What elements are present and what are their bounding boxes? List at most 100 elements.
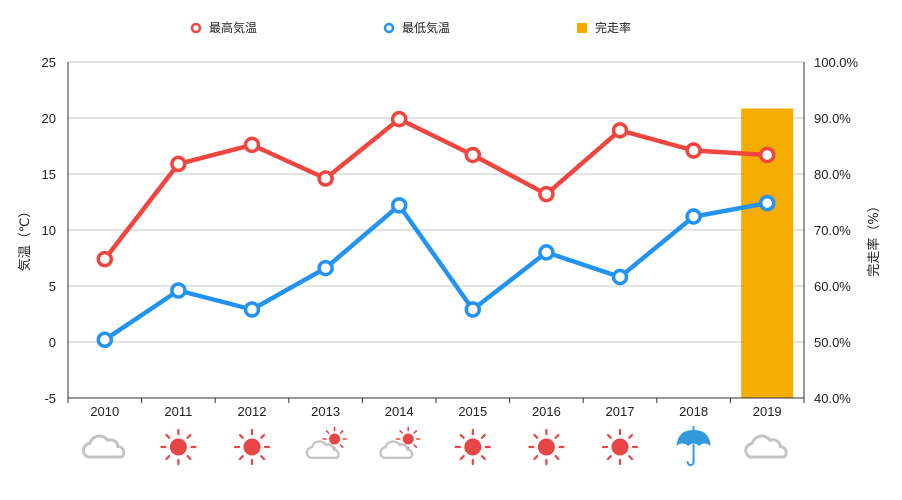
data-points <box>96 110 776 349</box>
sun-ray <box>606 455 612 461</box>
x-tick-label: 2018 <box>679 404 708 419</box>
right-tick-label: 100.0% <box>814 55 859 70</box>
sun-icon <box>528 428 565 466</box>
sun-icon <box>233 428 271 466</box>
sun-icon <box>601 428 639 466</box>
legend: 最高気温 最低気温 完走率 <box>190 20 631 35</box>
line-series <box>103 116 768 342</box>
point-max-2016 <box>538 185 555 203</box>
point-max-2011 <box>170 155 187 173</box>
point-max-2013 <box>317 170 334 187</box>
sun-core <box>611 438 629 456</box>
sun-ray <box>399 430 403 434</box>
cloud-icon <box>744 434 788 459</box>
point-max-2014 <box>390 110 408 128</box>
left-tick-label: 5 <box>49 279 56 294</box>
point-max-2019 <box>758 146 776 164</box>
point-max-2010 <box>96 250 114 268</box>
sun-ray <box>480 455 486 461</box>
umbrella-icon <box>676 426 711 466</box>
sun-ray <box>325 430 330 434</box>
sun-ray <box>339 430 344 434</box>
point-min-2015 <box>464 301 482 318</box>
umbrella-handle <box>686 444 695 466</box>
left-axis-title: 気温（℃） <box>17 205 33 272</box>
sun-core <box>464 438 482 456</box>
x-tick-label: 2019 <box>753 404 782 419</box>
point-min-2011 <box>170 282 187 299</box>
x-tick-label: 2017 <box>606 404 635 419</box>
sun-ray <box>186 433 192 439</box>
point-max-2015 <box>464 146 482 164</box>
sun-ray <box>413 444 418 448</box>
series-line-min <box>103 200 768 342</box>
sun-core <box>329 433 341 445</box>
sun-ray <box>260 455 266 461</box>
point-min-2018 <box>685 208 702 225</box>
sun-ray <box>459 455 465 461</box>
point-min-2010 <box>96 331 114 349</box>
sun-ray <box>628 455 634 461</box>
sun-behind-cloud-icon <box>379 426 421 459</box>
x-tick-label: 2013 <box>311 404 340 419</box>
sun-icon <box>160 428 197 466</box>
sun-behind-cloud-icon <box>305 426 347 459</box>
sun-ray <box>554 455 560 461</box>
umbrella-canopy <box>676 430 711 446</box>
right-tick-label: 90.0% <box>814 111 851 126</box>
axes <box>67 62 805 403</box>
sun-ray <box>339 444 344 448</box>
point-min-2013 <box>317 259 334 277</box>
right-axis-title: 完走率（%） <box>866 199 882 276</box>
sun-ray <box>260 433 266 439</box>
left-tick-label: 15 <box>42 167 56 182</box>
cloud-shape <box>379 440 414 459</box>
sun-ray <box>165 433 171 439</box>
point-max-2017 <box>611 122 629 139</box>
left-tick-label: 10 <box>42 223 56 238</box>
left-tick-label: 0 <box>49 335 56 350</box>
sun-core <box>169 438 187 456</box>
sun-ray <box>238 455 244 461</box>
right-tick-label: 50.0% <box>814 335 851 350</box>
sun-ray <box>533 455 539 461</box>
point-min-2014 <box>390 197 408 214</box>
x-axis-ticks: 2010 2011 2012 2013 2014 2015 2016 2017 2018 2019 <box>90 404 781 419</box>
right-axis-ticks: 100.0% 90.0% 80.0% 70.0% 60.0% 50.0% 40.0% <box>814 55 859 406</box>
legend-marker <box>577 23 587 33</box>
left-tick-label: 25 <box>42 55 56 70</box>
left-axis-ticks: 25 20 15 10 5 0 -5 <box>42 55 56 406</box>
point-max-2018 <box>685 142 702 159</box>
sun-icon <box>454 428 491 466</box>
sun-ray <box>554 433 560 439</box>
point-min-2017 <box>611 268 629 286</box>
sun-ray <box>413 430 418 434</box>
point-max-2012 <box>243 136 261 154</box>
right-tick-label: 40.0% <box>814 391 851 406</box>
legend-label: 完走率 <box>595 20 631 35</box>
left-tick-label: 20 <box>42 111 56 126</box>
sun-ray <box>480 433 486 439</box>
axis-titles: 気温（℃） 完走率（%） <box>17 199 882 276</box>
left-tick-label: -5 <box>44 391 56 406</box>
cloud-icon <box>81 434 126 459</box>
x-tick-label: 2014 <box>385 404 414 419</box>
legend-marker <box>190 22 202 34</box>
right-tick-label: 70.0% <box>814 223 851 238</box>
grid-lines <box>68 61 804 343</box>
cloud-shape <box>305 440 340 459</box>
sun-ray <box>165 455 171 461</box>
cloud-shape <box>744 434 788 459</box>
sun-core <box>243 438 261 456</box>
sun-core <box>402 433 414 445</box>
weather-icons <box>81 426 788 466</box>
point-min-2012 <box>243 301 261 318</box>
cloud-shape <box>81 434 126 459</box>
x-tick-label: 2016 <box>532 404 561 419</box>
sun-ray <box>459 433 465 439</box>
x-tick-label: 2015 <box>458 404 487 419</box>
legend-label: 最高気温 <box>209 20 257 35</box>
x-tick-label: 2011 <box>164 404 192 419</box>
legend-label: 最低気温 <box>402 20 450 35</box>
